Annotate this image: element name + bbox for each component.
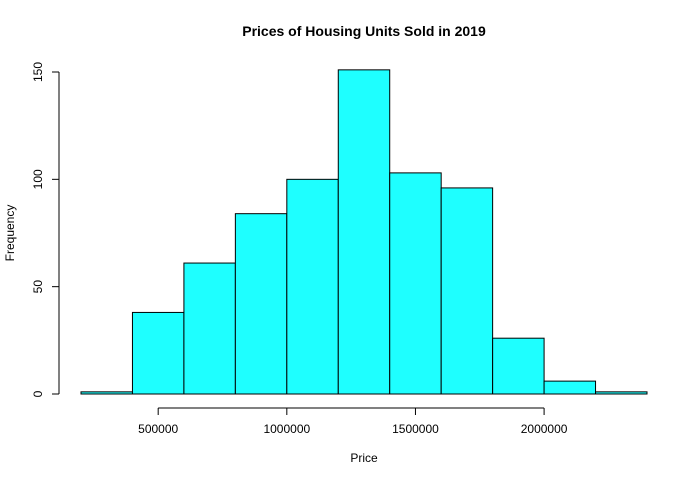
y-tick-label: 50 [31, 280, 45, 294]
x-tick-label: 1000000 [263, 422, 310, 436]
histogram-bar [440, 187, 494, 395]
histogram-bar [543, 380, 597, 395]
histogram-bar [183, 262, 236, 395]
y-tick-label: 100 [31, 169, 45, 189]
histogram-bar [131, 311, 185, 395]
x-tick-label: 1500000 [392, 422, 439, 436]
y-tick-label: 150 [31, 62, 45, 82]
histogram-bar [80, 391, 133, 395]
histogram-bar [595, 391, 648, 395]
y-axis-label: Frequency [3, 205, 17, 262]
histogram-bar [234, 213, 288, 395]
x-axis: 500000 1000000 1500000 2000000 [138, 407, 568, 436]
x-axis-label: Price [350, 451, 378, 465]
x-tick-label: 2000000 [521, 422, 568, 436]
histogram-bar [492, 337, 545, 395]
histogram-bar [389, 172, 442, 395]
y-axis: 0 50 100 150 [31, 62, 60, 397]
histogram-bar [337, 69, 391, 395]
chart-title: Prices of Housing Units Sold in 2019 [242, 23, 486, 39]
bars-group [80, 69, 648, 395]
y-tick-label: 0 [31, 390, 45, 397]
histogram-bar [286, 178, 339, 395]
x-tick-label: 500000 [138, 422, 178, 436]
